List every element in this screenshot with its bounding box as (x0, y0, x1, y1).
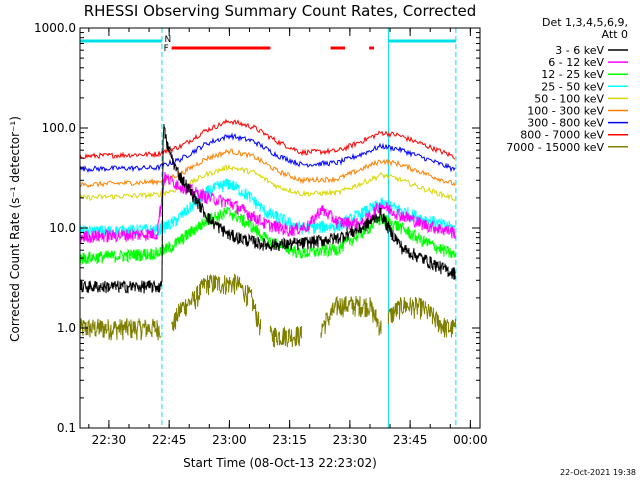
legend-label: 7000 - 15000 keV (506, 141, 604, 154)
series-line (269, 325, 302, 348)
series-line (79, 318, 162, 341)
series-line (79, 123, 456, 294)
series-line (171, 273, 262, 336)
legend-label: 25 - 50 keV (541, 80, 604, 93)
y-axis-label: Corrected Count Rate (s⁻¹ detector⁻¹) (8, 116, 22, 342)
x-tick-label: 23:00 (212, 433, 247, 447)
x-tick-label: 00:00 (453, 433, 488, 447)
night-marker-label: N (165, 35, 172, 45)
legend-label: 3 - 6 keV (555, 44, 604, 57)
series-line (79, 148, 456, 188)
chart-title: RHESSI Observing Summary Count Rates, Co… (84, 2, 477, 20)
series-line (79, 164, 456, 202)
x-tick-label: 23:15 (272, 433, 307, 447)
y-tick-label: 100.0 (42, 121, 76, 135)
series-line (387, 296, 456, 338)
legend-label: 800 - 7000 keV (520, 129, 604, 142)
series-line (79, 118, 456, 160)
footer-timestamp: 22-Oct-2021 19:38 (560, 468, 636, 477)
plot-frame (79, 27, 481, 429)
series-line (79, 178, 456, 240)
series-line (79, 132, 456, 173)
y-tick-label: 0.1 (57, 421, 76, 435)
legend-header-line-2: Att 0 (602, 28, 628, 41)
legend-label: 6 - 12 keV (548, 56, 604, 69)
x-tick-label: 23:30 (333, 433, 368, 447)
x-axis-label: Start Time (08-Oct-13 22:23:02) (183, 456, 377, 470)
legend-label: 12 - 25 keV (541, 68, 604, 81)
y-tick-label: 1.0 (57, 321, 76, 335)
legend-label: 100 - 300 keV (527, 105, 604, 118)
y-tick-label: 10.0 (49, 221, 76, 235)
legend-header-line-1: Det 1,3,4,5,6,9, (542, 16, 628, 29)
series-line (79, 206, 456, 266)
x-tick-label: 23:45 (393, 433, 428, 447)
x-tick-label: 22:30 (92, 433, 127, 447)
series-line (79, 171, 456, 244)
flare-marker-label: F (164, 44, 169, 54)
legend-label: 50 - 100 keV (534, 92, 604, 105)
y-tick-label: 1000.0 (34, 21, 76, 35)
legend-label: 300 - 800 keV (527, 117, 604, 130)
series-line (320, 295, 382, 338)
x-tick-label: 22:45 (152, 433, 187, 447)
plot-area: NF (79, 28, 457, 428)
axes: 0.1 1.0 10.0 100.0 1000.0 22:30 22:45 23:00 23:1… (34, 21, 488, 447)
